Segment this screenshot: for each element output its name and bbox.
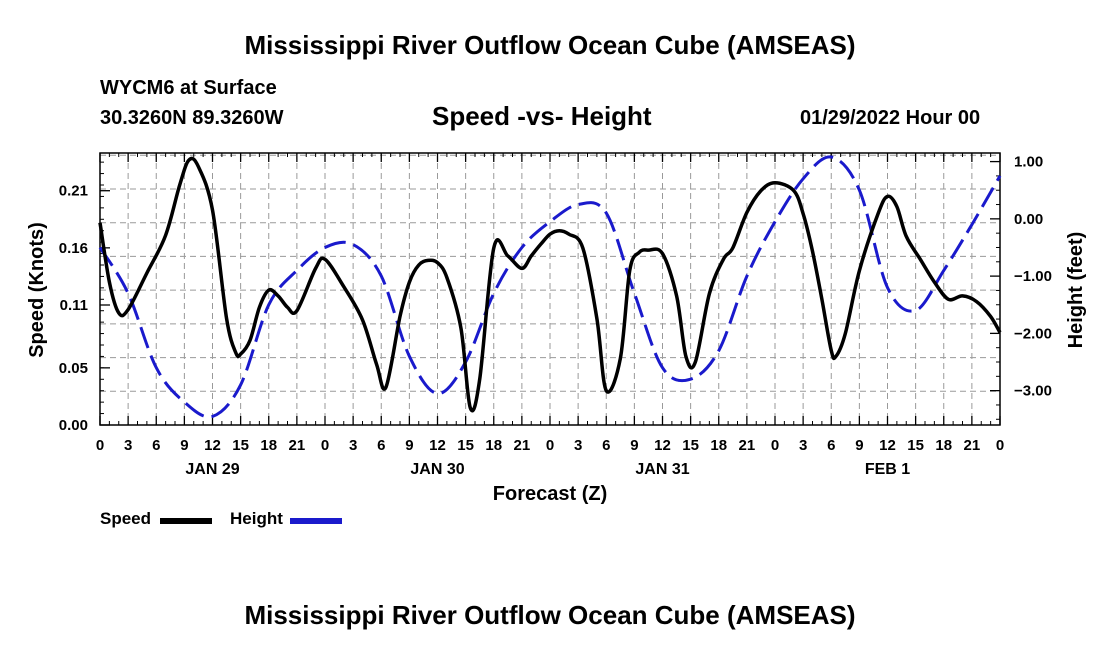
day-label: JAN 30 [410,461,464,478]
x-tick-label: 0 [321,437,329,454]
x-tick-label: 21 [964,437,981,454]
y-axis-right-label: Height (feet) [1065,232,1087,349]
y-axis-left-label: Speed (Knots) [26,222,48,358]
x-tick-label: 15 [682,437,699,454]
day-label: JAN 29 [185,461,239,478]
legend-height-label: Height [230,509,283,528]
height-series-line [98,155,1002,419]
x-tick-label: 0 [771,437,779,454]
x-tick-label: 9 [405,437,413,454]
page-title-bottom: Mississippi River Outflow Ocean Cube (AM… [244,600,856,630]
x-tick-label: 18 [260,437,277,454]
page-title: Mississippi River Outflow Ocean Cube (AM… [244,30,856,60]
speed-series-line [98,156,1002,413]
grid-lines [100,153,1000,425]
x-tick-label: 15 [232,437,249,454]
x-tick-label: 12 [654,437,671,454]
x-tick-label: 21 [514,437,531,454]
x-tick-label: 21 [289,437,306,454]
legend-speed-swatch [160,518,212,524]
x-tick-label: 3 [799,437,807,454]
x-tick-label: 15 [457,437,474,454]
legend-height-swatch [290,518,342,524]
y-right-tick-label: 1.00 [1014,154,1043,171]
y-left-tick-label: 0.11 [60,297,88,314]
chart-subtitle: Speed -vs- Height [432,101,652,131]
x-tick-label: 6 [602,437,610,454]
x-tick-label: 18 [935,437,952,454]
y-right-tick-label: 0.00 [1014,211,1043,228]
axes: 0 3 6 9 12 15 18 21 0 3 6 9 12 15 18 21 0 3 6 9 12 15 18 21 0 3 6 9… [59,152,1052,478]
x-tick-label: 15 [907,437,924,454]
day-label: JAN 31 [635,461,689,478]
x-tick-label: 21 [739,437,756,454]
legend-speed-label: Speed [100,509,152,528]
y-left-tick-label: 0.21 [59,183,88,200]
x-tick-label: 0 [96,437,104,454]
y-left-tick-label: 0.16 [59,240,88,257]
y-right-tick-label: −3.00 [1014,383,1052,400]
x-tick-label: 12 [879,437,896,454]
x-tick-label: 6 [377,437,385,454]
x-tick-label: 6 [827,437,835,454]
datetime-label: 01/29/2022 Hour 00 [800,107,981,129]
plot-frame [99,152,1001,426]
x-tick-label: 18 [485,437,502,454]
y-right-tick-label: −2.00 [1014,325,1052,342]
x-tick-label: 12 [429,437,446,454]
x-tick-label: 12 [204,437,221,454]
x-tick-label: 3 [574,437,582,454]
series-lines [98,155,1002,419]
station-label: WYCM6 at Surface [100,77,277,99]
coordinates-label: 30.3260N 89.3260W [100,107,284,129]
day-label: FEB 1 [865,461,910,478]
x-tick-label: 9 [855,437,863,454]
x-tick-label: 9 [630,437,638,454]
x-tick-label: 0 [546,437,554,454]
x-tick-label: 9 [180,437,188,454]
x-tick-label: 3 [349,437,357,454]
x-axis-label: Forecast (Z) [493,483,607,505]
x-tick-label: 3 [124,437,132,454]
x-tick-label: 18 [710,437,727,454]
y-left-tick-label: 0.00 [59,417,88,434]
y-left-tick-label: 0.05 [59,360,88,377]
x-tick-label: 6 [152,437,160,454]
x-tick-label: 0 [996,437,1004,454]
y-right-tick-label: −1.00 [1014,268,1052,285]
